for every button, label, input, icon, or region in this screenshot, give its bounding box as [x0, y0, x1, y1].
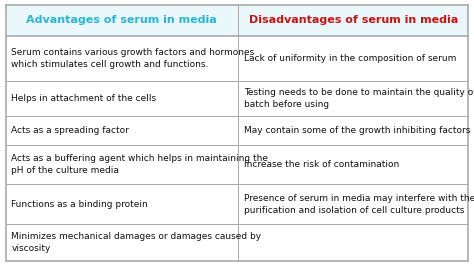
Text: Disadvantages of serum in media: Disadvantages of serum in media [248, 15, 458, 26]
Bar [6, 5, 468, 36]
Text: Functions as a binding protein: Functions as a binding protein [11, 200, 148, 209]
Text: May contain some of the growth inhibiting factors: May contain some of the growth inhibitin… [244, 126, 470, 135]
Text: Lack of uniformity in the composition of serum: Lack of uniformity in the composition of… [244, 54, 456, 63]
Text: Increase the risk of contamination: Increase the risk of contamination [244, 160, 399, 169]
Text: Presence of serum in media may interfere with the
purification and isolation of : Presence of serum in media may interfere… [244, 194, 474, 215]
Text: Testing needs to be done to maintain the quality of each
batch before using: Testing needs to be done to maintain the… [244, 88, 474, 109]
Text: Minimizes mechanical damages or damages caused by
viscosity: Minimizes mechanical damages or damages … [11, 232, 262, 253]
Text: Acts as a buffering agent which helps in maintaining the
pH of the culture media: Acts as a buffering agent which helps in… [11, 154, 268, 175]
Text: Helps in attachment of the cells: Helps in attachment of the cells [11, 94, 156, 103]
Text: Acts as a spreading factor: Acts as a spreading factor [11, 126, 129, 135]
Text: Advantages of serum in media: Advantages of serum in media [27, 15, 217, 26]
Text: Serum contains various growth factors and hormones
which stimulates cell growth : Serum contains various growth factors an… [11, 48, 255, 69]
